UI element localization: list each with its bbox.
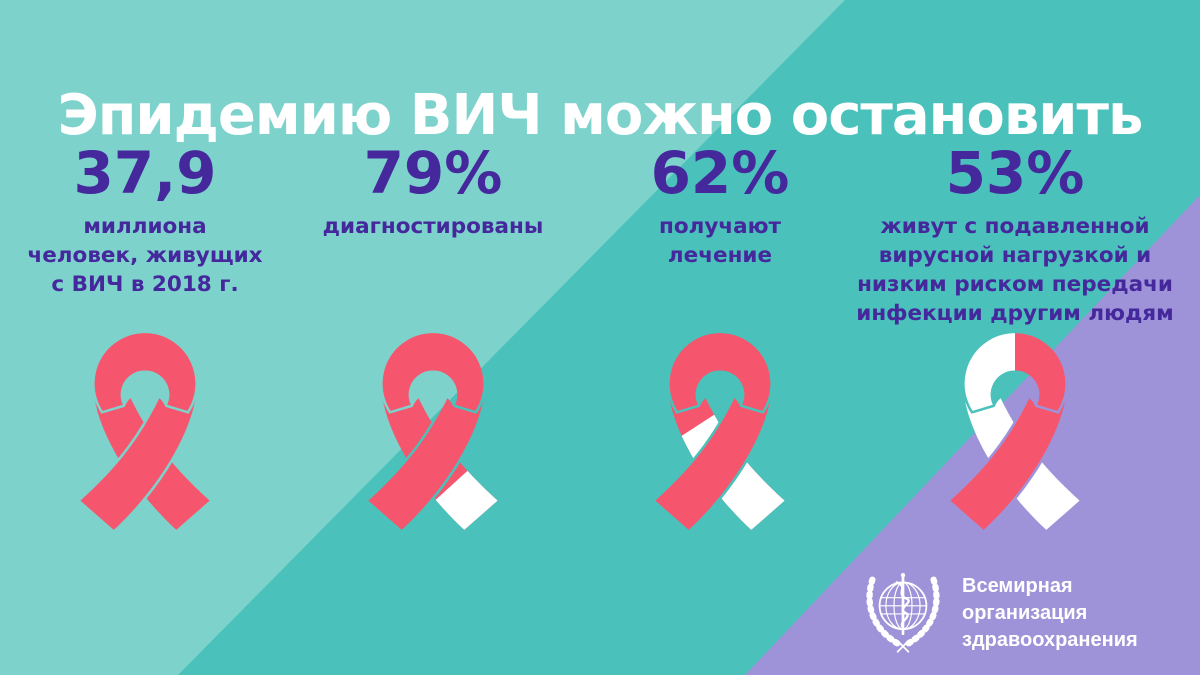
- who-organization-name: Всемирная организация здравоохранения: [962, 574, 1138, 651]
- page-title: Эпидемию ВИЧ можно остановить: [57, 82, 1144, 148]
- awareness-ribbon-icon: [80, 333, 210, 530]
- stat-value: 62%: [650, 139, 790, 207]
- stat-column-on-treatment: 62% получают лечение: [585, 142, 855, 342]
- stat-label: миллиона человек, живущих с ВИЧ в 2018 г…: [27, 214, 263, 297]
- stat-value: 37,9: [73, 139, 217, 207]
- awareness-ribbon-icon: [368, 333, 498, 530]
- awareness-ribbon-icon: [950, 333, 1080, 530]
- stat-value: 79%: [363, 139, 503, 207]
- stat-label: живут с подавленной вирусной нагрузкой и…: [856, 214, 1174, 326]
- awareness-ribbon-icon: [655, 333, 785, 530]
- who-logo-block: Всемирная организация здравоохранения: [858, 568, 1200, 658]
- stat-column-diagnosed: 79% диагностированы: [298, 142, 568, 342]
- stat-label: получают лечение: [658, 214, 782, 268]
- stat-value: 53%: [945, 139, 1085, 207]
- who-emblem-icon: [866, 573, 940, 653]
- stat-label: диагностированы: [322, 214, 544, 239]
- stat-column-virally-suppressed: 53% живут с подавленной вирусной нагрузк…: [838, 142, 1192, 342]
- stat-column-people-living-with-hiv: 37,9 миллиона человек, живущих с ВИЧ в 2…: [10, 142, 280, 342]
